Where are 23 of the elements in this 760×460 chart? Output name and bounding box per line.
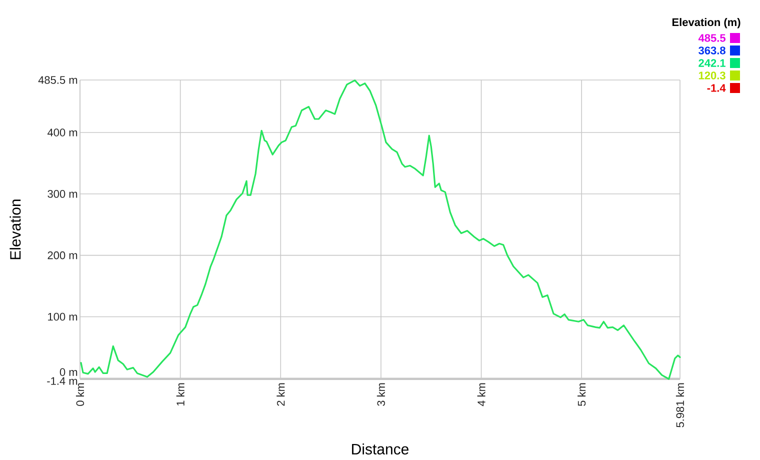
color-bar-label: 242.1 (698, 59, 726, 67)
line-series (80, 80, 681, 380)
y-axis-title: Elevation (10, 200, 21, 260)
color-bar-title: Elevation (m) (672, 18, 740, 28)
color-bar-label: -1.4 (707, 84, 726, 92)
x-tick-label: 5 km (578, 383, 586, 406)
x-tick-label: 4 km (477, 383, 486, 406)
x-tick-label: 1 km (176, 383, 184, 406)
x-tick-label: 0 km (76, 383, 84, 406)
x-tick-label: 5.981 km (676, 383, 684, 428)
y-tick-label: 300 m (48, 190, 78, 198)
y-tick-label: 100 m (48, 312, 78, 321)
color-bar-label: 120.3 (698, 72, 726, 80)
color-bar-label: 485.5 (698, 34, 726, 42)
x-tick-label: 2 km (276, 383, 285, 406)
y-tick-label: 0 m (60, 368, 78, 376)
y-tick-label: 400 m (47, 128, 78, 136)
y-tick-label: 485.5 m (38, 76, 78, 84)
y-tick-label: -1.4 m (47, 377, 78, 385)
color-bar-label: 363.8 (698, 46, 726, 54)
y-tick-label: 200 m (48, 251, 78, 260)
x-tick-label: 3 km (376, 383, 385, 406)
x-axis-title: Distance (352, 443, 408, 454)
